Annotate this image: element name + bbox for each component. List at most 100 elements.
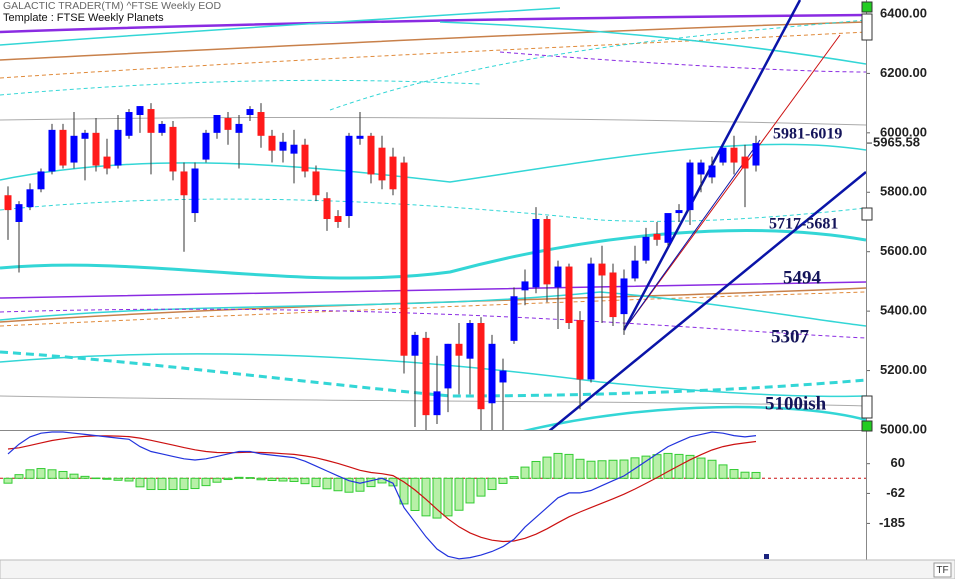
panel-button[interactable] xyxy=(861,1,873,13)
candle-body xyxy=(268,135,276,151)
candle-body xyxy=(543,219,551,285)
planet-line xyxy=(0,229,866,280)
histogram-bar xyxy=(751,471,761,479)
candle-body xyxy=(510,296,518,341)
candle-body xyxy=(642,236,650,261)
y-tick-label: -185 xyxy=(879,515,905,530)
histogram-bar xyxy=(333,477,343,492)
candle-body xyxy=(752,143,760,166)
candle-body xyxy=(169,126,177,172)
planet-line xyxy=(0,79,481,96)
histogram-bar xyxy=(91,477,101,480)
candle-body xyxy=(521,281,529,291)
candle-body xyxy=(279,141,287,151)
marker xyxy=(764,554,769,559)
histogram-bar xyxy=(476,477,486,497)
candle-body xyxy=(576,320,584,380)
candle-body xyxy=(389,156,397,190)
candle-body xyxy=(356,135,364,139)
histogram-bar xyxy=(608,459,618,479)
tf-label[interactable]: TF xyxy=(936,565,948,576)
candle-body xyxy=(235,123,243,133)
annotation: 5307 xyxy=(771,326,810,347)
candle-body xyxy=(400,162,408,356)
candle-body xyxy=(367,135,375,175)
histogram-bar xyxy=(190,477,200,490)
histogram-bar xyxy=(685,454,695,479)
candle-body xyxy=(477,323,485,410)
candle-body xyxy=(59,129,67,166)
y-tick-label: 6000.00 xyxy=(880,124,927,139)
candle-body xyxy=(26,189,34,208)
planet-line xyxy=(499,51,866,73)
candle-body xyxy=(158,123,166,133)
histogram-bar xyxy=(498,477,508,484)
histogram-bar xyxy=(641,455,651,479)
candle-body xyxy=(246,109,254,116)
histogram-bar xyxy=(520,466,530,479)
candle-body xyxy=(620,278,628,315)
histogram-bar xyxy=(652,454,662,479)
histogram-bar xyxy=(322,477,332,490)
planet-line xyxy=(0,21,866,61)
y-tick-label: 5600.00 xyxy=(880,243,927,258)
candle-body xyxy=(697,162,705,175)
scroll-button[interactable] xyxy=(861,13,873,41)
planet-line xyxy=(0,198,866,222)
tf-box[interactable] xyxy=(933,562,952,578)
macd-line xyxy=(7,431,757,560)
scroll-button[interactable] xyxy=(861,395,873,419)
histogram-bar xyxy=(168,477,178,491)
histogram-bar xyxy=(245,477,255,479)
histogram-bar xyxy=(740,471,750,479)
histogram-bar xyxy=(300,477,310,485)
panel-button[interactable] xyxy=(861,420,873,432)
y-tick-label: 5200.00 xyxy=(880,362,927,377)
annotation: 5494 xyxy=(783,267,822,288)
candle-body xyxy=(686,162,694,211)
candle-body xyxy=(422,337,430,416)
planet-line xyxy=(0,13,866,34)
histogram-bar xyxy=(267,477,277,482)
planet-line xyxy=(0,143,866,183)
y-tick-label: 5400.00 xyxy=(880,303,927,318)
histogram-bar xyxy=(531,460,541,479)
histogram-bar xyxy=(366,477,376,488)
candle-body xyxy=(301,144,309,172)
candle-body xyxy=(213,115,221,133)
histogram-bar xyxy=(410,477,420,511)
candle-body xyxy=(4,195,12,211)
candle-body xyxy=(488,343,496,404)
candle-body xyxy=(675,210,683,214)
candle-body xyxy=(609,272,617,318)
candle-body xyxy=(378,147,386,181)
candle-body xyxy=(587,263,595,380)
histogram-bar xyxy=(575,458,585,479)
planet-line xyxy=(0,395,866,407)
chart-title: GALACTIC TRADER(TM) ^FTSE Weekly EOD xyxy=(3,0,221,12)
panel-button[interactable] xyxy=(861,207,873,221)
candle-body xyxy=(70,135,78,163)
histogram-bar xyxy=(443,477,453,517)
histogram-bar xyxy=(201,477,211,487)
candle-body xyxy=(565,266,573,324)
histogram-bar xyxy=(465,477,475,504)
candle-body xyxy=(730,147,738,163)
candle-body xyxy=(598,263,606,276)
y-tick-label: 5800.00 xyxy=(880,184,927,199)
histogram-bar xyxy=(344,477,354,493)
macd-panel xyxy=(0,431,866,560)
candle-body xyxy=(708,165,716,178)
candle-body xyxy=(719,147,727,163)
histogram-bar xyxy=(355,477,365,492)
histogram-bar xyxy=(718,464,728,479)
candle-body xyxy=(147,109,155,133)
candle-body xyxy=(125,112,133,136)
candle-body xyxy=(48,129,56,172)
candle-body xyxy=(631,260,639,279)
planet-line xyxy=(0,281,866,299)
histogram-bar xyxy=(454,477,464,511)
histogram-bar xyxy=(25,469,35,479)
candle-body xyxy=(224,117,232,130)
histogram-bar xyxy=(542,456,552,479)
